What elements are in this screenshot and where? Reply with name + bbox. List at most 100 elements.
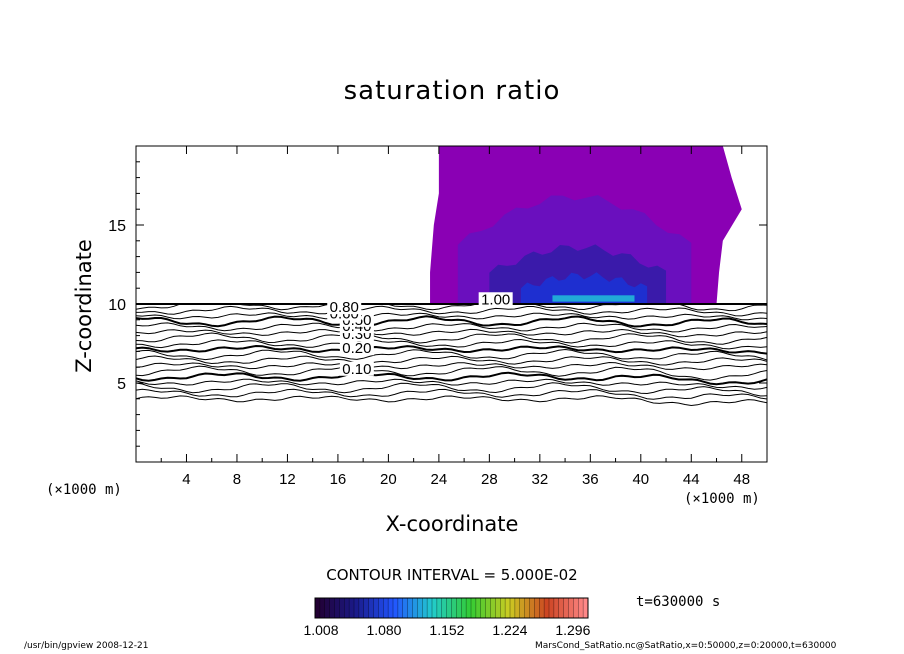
contour-line: [136, 388, 767, 400]
x-tick-label: 12: [279, 471, 296, 488]
colorbar-cell: [402, 598, 409, 618]
colorbar-cell: [578, 598, 584, 618]
region-peak: [552, 295, 635, 302]
contour-line: [136, 378, 767, 390]
colorbar-cell: [451, 598, 457, 618]
y-axis-label: Z-coordinate: [72, 239, 96, 373]
contour-line: [136, 382, 767, 397]
colorbar-cell: [553, 598, 560, 618]
colorbar-cell: [505, 598, 511, 618]
contour-interval-label: CONTOUR INTERVAL = 5.000E-02: [326, 566, 578, 584]
colorbar-cell: [510, 598, 516, 618]
colorbar-cell: [368, 598, 374, 618]
x-tick-label: 16: [330, 471, 347, 488]
colorbar-cell: [349, 598, 355, 618]
colorbar-cell: [563, 598, 569, 618]
x-tick-label: 36: [582, 471, 599, 488]
x-tick-label: 28: [481, 471, 498, 488]
time-label: t=630000 s: [636, 594, 721, 610]
colorbar-cell: [480, 598, 487, 618]
colorbar-cell: [373, 598, 379, 618]
colorbar-cell: [315, 598, 321, 618]
footer-right: MarsCond_SatRatio.nc@SatRatio,x=0:50000,…: [535, 641, 837, 651]
contour-label: 1.00: [481, 291, 510, 308]
contour-label-bg: [478, 292, 513, 307]
colorbar-cell: [393, 598, 399, 618]
colorbar-cell: [397, 598, 404, 618]
x-tick-label: 48: [733, 471, 750, 488]
colorbar-cell: [319, 598, 326, 618]
x-tick-label: 20: [380, 471, 397, 488]
x-tick-label: 40: [632, 471, 649, 488]
colorbar-cell: [461, 598, 467, 618]
contour-labels: 0.100.200.300.400.500.600.801.00: [327, 291, 513, 378]
colorbar-cell: [544, 598, 550, 618]
y-tick-label: 10: [108, 297, 126, 314]
colorbar-frame: [314, 597, 589, 619]
colorbar-cell: [363, 598, 370, 618]
colorbar-cell: [427, 598, 433, 618]
x-tick-label: 4: [182, 471, 190, 488]
colorbar-cell: [524, 598, 530, 618]
colorbar-tick-label: 1.152: [429, 622, 464, 638]
colorbar-cell: [412, 598, 418, 618]
contour-line: [136, 312, 767, 321]
colorbar-cell: [529, 598, 535, 618]
colorbar-tick-label: 1.080: [366, 622, 401, 638]
contour-line: [136, 361, 767, 371]
colorbar-cell: [558, 598, 565, 618]
colorbar-cell: [446, 598, 452, 618]
contour-line: [136, 348, 767, 361]
x-axis-label: X-coordinate: [385, 512, 519, 536]
colorbar-cell: [534, 598, 540, 618]
contour-line: [136, 305, 767, 317]
colorbar-cell: [329, 598, 335, 618]
contour-label: 0.80: [330, 299, 359, 316]
contour-lines: [136, 303, 767, 407]
contour-line: [136, 365, 767, 381]
colorbar-cell: [417, 598, 423, 618]
colorbar-cell: [324, 598, 331, 618]
colorbar-cell: [495, 598, 501, 618]
colorbar-cell: [436, 598, 443, 618]
contour-line: [136, 332, 767, 345]
colorbar-cell: [432, 598, 438, 618]
colorbar-cell: [500, 598, 506, 618]
colorbar-cell: [378, 598, 384, 618]
colorbar-cell: [583, 598, 589, 618]
colorbar-tick-label: 1.224: [492, 622, 527, 638]
contour-line: [136, 395, 767, 407]
x-tick-label: 32: [531, 471, 548, 488]
colorbar-cell: [466, 598, 472, 618]
colorbar: 1.008 1.080 1.152 1.224 1.296: [303, 597, 591, 638]
chart-title: saturation ratio: [343, 76, 561, 106]
y-tick-label: 15: [108, 218, 126, 235]
colorbar-tick-label: 1.296: [555, 622, 590, 638]
y-tick-label: 5: [117, 376, 126, 393]
supersaturated-region: [430, 146, 742, 304]
colorbar-cell: [490, 598, 496, 618]
colorbar-cell: [519, 598, 526, 618]
colorbar-cell: [471, 598, 477, 618]
colorbar-cell: [354, 598, 360, 618]
contour-line: [136, 322, 767, 333]
x-unit-label-right: (×1000 m): [684, 491, 760, 507]
contour-label-bg: [327, 300, 362, 315]
contour-label: 0.20: [342, 340, 371, 357]
colorbar-cell: [344, 598, 350, 618]
colorbar-cell: [485, 598, 491, 618]
colorbar-cell: [568, 598, 574, 618]
colorbar-tick-label: 1.008: [303, 622, 338, 638]
contour-line: [136, 338, 767, 350]
x-tick-label: 44: [683, 471, 700, 488]
contour-line: [136, 371, 767, 386]
colorbar-cell: [456, 598, 462, 618]
footer-left: /usr/bin/gpview 2008-12-21: [24, 641, 149, 651]
colorbar-cell: [549, 598, 555, 618]
contour-line: [136, 315, 767, 328]
contour-label-bg: [339, 341, 374, 356]
colorbar-cell: [514, 598, 521, 618]
x-tick-label: 24: [431, 471, 448, 488]
x-tick-label: 8: [233, 471, 241, 488]
